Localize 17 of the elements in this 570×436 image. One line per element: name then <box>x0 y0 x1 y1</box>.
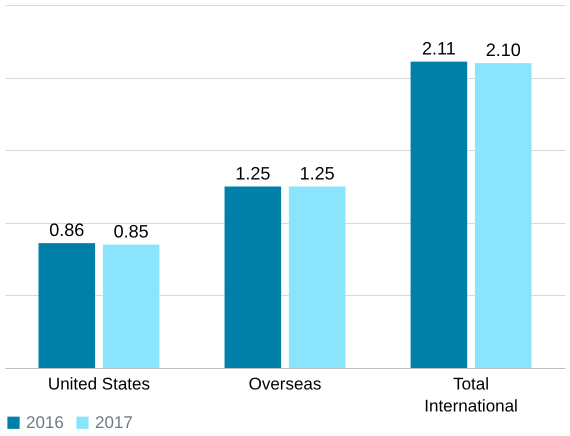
data-label: 2.10 <box>486 40 521 60</box>
data-label: 1.25 <box>235 164 270 184</box>
legend-label: 2016 <box>26 412 64 432</box>
data-label: 0.85 <box>114 222 149 242</box>
data-label: 2.11 <box>422 38 456 59</box>
data-label: 0.86 <box>49 220 84 240</box>
x-tick-label: United States <box>48 374 150 394</box>
bar <box>38 243 96 368</box>
bar <box>410 62 468 368</box>
data-label: 1.25 <box>300 164 335 184</box>
bar <box>474 63 532 368</box>
x-tick-label: Total International <box>424 374 518 416</box>
bar <box>288 186 346 368</box>
x-tick-label: Overseas <box>248 374 322 394</box>
legend-label: 2017 <box>95 412 133 432</box>
bar <box>224 186 282 368</box>
bar <box>102 244 160 368</box>
